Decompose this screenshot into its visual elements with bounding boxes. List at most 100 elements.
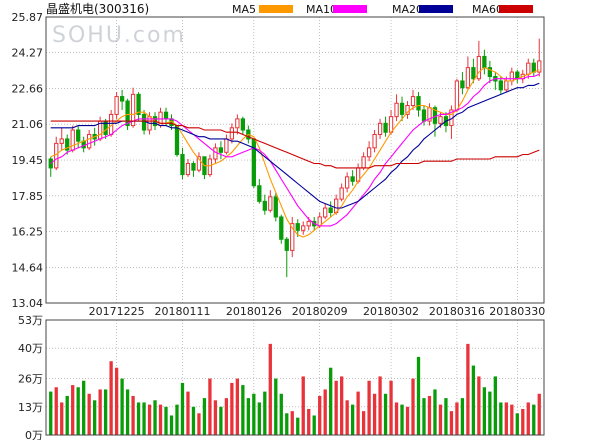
- price-panel-frame: [45, 16, 545, 304]
- candle-body: [59, 138, 64, 144]
- candle-body: [262, 200, 267, 211]
- volume-axis: 0万 13万 26万 40万 53万: [18, 314, 43, 440]
- volume-panel-frame: [45, 319, 545, 436]
- price-tick-label: 22.66: [12, 83, 44, 96]
- candle: [471, 58, 476, 84]
- volume-bar: [153, 400, 157, 435]
- volume-bar: [510, 404, 514, 435]
- volume-bar: [180, 382, 185, 435]
- volume-bar: [169, 415, 174, 435]
- volume-bar: [383, 393, 388, 435]
- candle-body: [213, 147, 218, 160]
- volume-bar: [93, 400, 97, 435]
- candle: [301, 221, 306, 235]
- candle-body: [531, 62, 536, 73]
- candle-body: [399, 102, 405, 115]
- candle-body: [125, 100, 130, 127]
- volume-bar: [521, 408, 525, 435]
- volume-tick-label: 40万: [18, 342, 43, 355]
- volume-bar: [279, 393, 283, 435]
- volume-bar: [460, 398, 465, 435]
- volume-bar: [202, 398, 207, 435]
- date-tick-label: 20180111: [154, 305, 210, 318]
- candle: [174, 125, 180, 157]
- volume-bar: [394, 402, 399, 435]
- volume-bar: [433, 389, 437, 435]
- candle: [70, 125, 75, 153]
- date-tick-label: 20180316: [429, 305, 485, 318]
- volume-bar: [532, 404, 536, 435]
- candle-body: [383, 122, 388, 133]
- volume-bar: [197, 413, 201, 435]
- candle: [229, 123, 235, 144]
- volume-tick-label: 13万: [18, 401, 43, 414]
- candle-body: [119, 96, 125, 102]
- volume-bar: [87, 393, 91, 435]
- legend-label-ma10: MA10: [306, 3, 337, 16]
- candle: [240, 116, 246, 135]
- volume-bar: [98, 389, 102, 435]
- volume-bar: [323, 389, 327, 435]
- date-tick-label: 20180330: [489, 305, 545, 318]
- candle: [372, 130, 377, 153]
- volume-bar: [49, 391, 53, 435]
- volume-bar: [329, 367, 333, 435]
- candle-body: [196, 156, 202, 171]
- candle-body: [76, 129, 81, 142]
- volume-bar: [493, 376, 497, 435]
- candle-body: [114, 96, 119, 115]
- candle: [410, 89, 416, 110]
- volume-bar: [372, 393, 377, 435]
- candle-body: [410, 96, 416, 106]
- volume-bar: [114, 367, 119, 435]
- volume-bar: [268, 343, 272, 435]
- candle-body: [240, 118, 246, 131]
- volume-tick-label: 0万: [25, 429, 43, 440]
- candle-body: [207, 158, 213, 176]
- price-tick-label: 24.27: [12, 47, 44, 60]
- date-tick-label: 20180126: [226, 305, 282, 318]
- candle-body: [141, 113, 147, 131]
- candle-body: [498, 80, 503, 91]
- candle-body: [306, 220, 311, 227]
- candle-body: [301, 225, 306, 231]
- volume-bar: [285, 413, 289, 435]
- price-tick-label: 19.45: [12, 154, 44, 167]
- candle: [257, 179, 262, 204]
- candle: [76, 125, 81, 148]
- candle: [394, 94, 399, 122]
- candle-body: [377, 122, 383, 135]
- volume-bar: [76, 387, 80, 435]
- candle: [405, 101, 410, 119]
- date-axis: 20171225 20180111 20180126 20180209 20180302…: [89, 305, 546, 318]
- candle: [377, 118, 383, 139]
- candle: [290, 216, 295, 258]
- price-tick-label: 21.06: [12, 118, 44, 131]
- volume-bar: [444, 398, 448, 435]
- volume-bar: [296, 417, 300, 435]
- candle-body: [224, 138, 229, 153]
- candle: [218, 141, 224, 159]
- price-axis: 13.04 14.64 16.25 17.85 19.45 21.06 22.66 24.27…: [12, 11, 44, 310]
- candle: [383, 116, 388, 137]
- volume-bar: [318, 395, 322, 435]
- volume-bar: [334, 380, 338, 435]
- candle: [196, 152, 202, 173]
- candle-body: [372, 133, 377, 149]
- volume-bar: [312, 415, 316, 435]
- volume-bar: [103, 389, 108, 435]
- volume-bar: [136, 402, 141, 435]
- legend: MA5 MA10 MA20 MA60: [232, 3, 533, 16]
- candle-body: [454, 80, 460, 111]
- candle-body: [421, 109, 427, 122]
- volume-bar: [488, 391, 492, 435]
- candle: [284, 237, 289, 278]
- candle-body: [191, 162, 196, 171]
- legend-label-ma5: MA5: [232, 3, 256, 16]
- candle: [344, 172, 350, 193]
- price-tick-label: 14.64: [12, 261, 44, 274]
- volume-bar: [246, 398, 250, 435]
- price-tick-label: 16.25: [12, 225, 44, 238]
- volume-bar: [54, 387, 58, 435]
- price-tick-label: 13.04: [12, 297, 44, 310]
